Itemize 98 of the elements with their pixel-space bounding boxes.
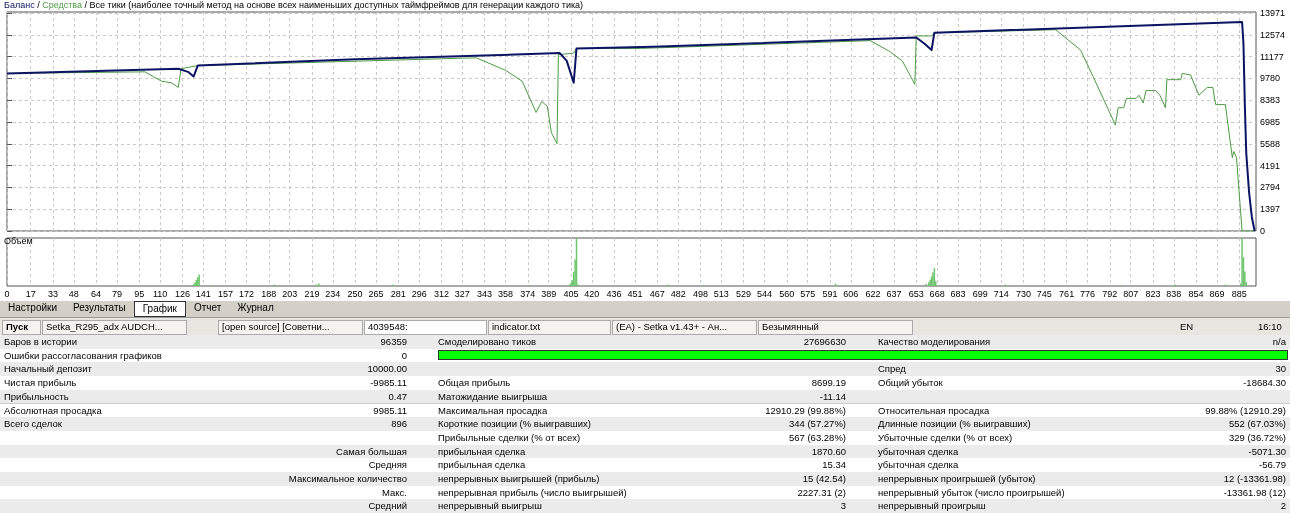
- x-tick-label: 17: [25, 288, 36, 299]
- x-tick-label: 482: [670, 288, 686, 299]
- text: Setka_R295_adx AUDCH...: [42, 320, 187, 335]
- text: Прибыльные сделки (% от всех) 567 (63.28%) Убыточные сделки (% от всех) 329 (36.72%): [438, 431, 1286, 443]
- x-tick-label: 699: [972, 288, 988, 299]
- text: Средний непрерывный выигрыш 3 непрерывный проигрыш 2: [368, 500, 1286, 512]
- text: Средства: [42, 0, 83, 10]
- y-tick-label: 0: [1260, 226, 1266, 236]
- x-tick-label: 575: [800, 288, 816, 299]
- x-tick-label: 281: [390, 288, 406, 299]
- x-tick-label: 668: [929, 288, 945, 299]
- x-tick-label: 265: [368, 288, 384, 299]
- text: 16:10: [1258, 321, 1282, 332]
- x-tick-label: 312: [433, 288, 449, 299]
- text: Максимальное количество непрерывных выигрышей (прибыль) 15 (42.54) непрерывных проигрышей (убыток) 12 (-13361.98): [288, 473, 1286, 484]
- text: Макс. непрерывная прибыль (число выигрышей) 2227.31 (2) непрерывный убыток (число проигрышей) -13361.98 (12): [382, 486, 1286, 498]
- x-tick-label: 296: [411, 288, 427, 299]
- x-tick-label: 389: [541, 288, 557, 299]
- x-tick-label: 33: [47, 288, 58, 299]
- x-tick-label: 327: [454, 288, 470, 299]
- x-tick-label: 0: [4, 288, 10, 299]
- y-tick-label: 12574: [1260, 29, 1286, 40]
- y-tick-label: 4191: [1260, 160, 1281, 171]
- text: Ошибки рассогласования графиков 0: [4, 349, 407, 361]
- x-tick-label: 745: [1036, 288, 1052, 299]
- x-tick-label: 157: [218, 288, 234, 299]
- text: EN: [1180, 321, 1194, 332]
- x-tick-label: 343: [477, 288, 493, 299]
- x-tick-label: 172: [238, 288, 255, 299]
- x-tick-label: 250: [347, 288, 363, 299]
- x-tick-label: 730: [1015, 288, 1031, 299]
- text: Абсолютная просадка 9985.11 Максимальная просадка 12910.29 (99.88%) Относительная просадка 99.88% (12910.29): [4, 404, 1286, 416]
- text: Самая большая прибыльная сделка 1870.60 убыточная сделка -5071.30: [336, 445, 1286, 457]
- text: Начальный депозит 10000.00 Спред 30: [4, 363, 1286, 375]
- x-tick-label: 64: [91, 288, 102, 299]
- x-tick-label: 467: [649, 288, 665, 299]
- x-tick-label: 219: [304, 288, 320, 299]
- x-tick-label: 683: [950, 288, 966, 299]
- text: Прибыльность 0.47 Матожидание выигрыша -11.14: [4, 390, 846, 402]
- x-tick-label: 79: [111, 288, 123, 299]
- x-tick-label: 792: [1102, 288, 1118, 299]
- y-tick-label: 6985: [1260, 117, 1281, 128]
- y-tick-label: 13971: [1260, 8, 1286, 18]
- x-tick-label: 606: [843, 288, 859, 299]
- x-tick-label: 637: [886, 288, 902, 299]
- x-tick-label: 823: [1145, 288, 1161, 299]
- x-tick-label: 560: [779, 288, 795, 299]
- x-tick-label: 110: [152, 288, 168, 299]
- x-tick-label: 807: [1123, 288, 1139, 299]
- x-tick-label: 714: [993, 288, 1009, 299]
- x-tick-label: 405: [563, 288, 579, 299]
- x-tick-label: 420: [584, 288, 600, 299]
- text: Пуск: [2, 320, 41, 335]
- x-tick-label: 838: [1166, 288, 1182, 299]
- y-tick-label: 9780: [1260, 73, 1281, 84]
- x-tick-label: 358: [497, 288, 513, 299]
- text: Баланс: [4, 0, 35, 10]
- x-tick-label: 591: [822, 288, 838, 299]
- x-tick-label: 854: [1188, 288, 1204, 299]
- x-tick-label: 513: [713, 288, 729, 299]
- x-tick-label: 653: [908, 288, 924, 299]
- x-tick-label: 234: [325, 288, 341, 299]
- x-tick-label: 529: [736, 288, 752, 299]
- text: Настройки Результаты График Отчет Журнал: [8, 302, 274, 314]
- x-tick-label: 776: [1080, 288, 1096, 299]
- x-tick-label: 48: [68, 288, 79, 299]
- y-tick-label: 2794: [1260, 182, 1281, 193]
- text: Средняя прибыльная сделка 15.34 убыточная сделка -56.79: [368, 459, 1286, 471]
- chart-title: Все тики (наиболее точный метод на основе всех наименьших доступных таймфреймов для генерации каждого тика): [89, 0, 584, 10]
- x-tick-label: 95: [134, 288, 145, 299]
- x-tick-label: 374: [520, 288, 536, 299]
- y-tick-label: 11177: [1260, 51, 1284, 62]
- x-tick-label: 436: [606, 288, 622, 299]
- text: Всего сделок 896 Короткие позиции (% выигравших) 344 (57.27%) Длинные позиции (% выигравших) 552 (67.03%): [4, 418, 1286, 430]
- text: /: [84, 0, 88, 10]
- chart-title: Объем: [4, 236, 33, 246]
- x-tick-label: 498: [692, 288, 708, 299]
- x-tick-label: 761: [1059, 288, 1075, 299]
- text: Баров в истории 96359 Смоделировано тиков 27696630 Качество моделирования n/a: [4, 336, 1286, 347]
- y-tick-label: 8383: [1260, 95, 1281, 106]
- text: Безымянный: [758, 320, 913, 335]
- text: /: [37, 0, 40, 10]
- x-tick-label: 188: [261, 288, 277, 299]
- x-tick-label: 126: [174, 288, 190, 299]
- text: Чистая прибыль -9985.11 Общая прибыль 8699.19 Общий убыток -18684.30: [4, 377, 1286, 389]
- y-tick-label: 1397: [1260, 204, 1281, 215]
- x-tick-label: 451: [627, 288, 643, 299]
- text: [open source] [Советни...: [218, 320, 363, 335]
- x-tick-label: 141: [195, 288, 211, 299]
- text: indicator.txt: [488, 320, 611, 335]
- x-tick-label: 885: [1231, 288, 1247, 299]
- x-tick-label: 622: [865, 288, 881, 299]
- text: 4039548:: [364, 320, 487, 335]
- x-tick-label: 544: [756, 288, 772, 299]
- y-tick-label: 5588: [1260, 138, 1281, 149]
- text: (EA) - Setka v1.43+ - Ан...: [612, 320, 757, 335]
- x-tick-label: 203: [282, 288, 298, 299]
- x-tick-label: 869: [1209, 288, 1225, 299]
